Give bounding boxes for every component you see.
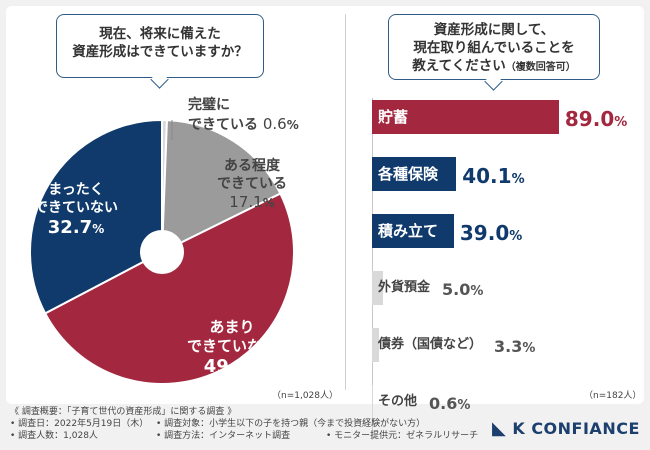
bar-category-label: その他 bbox=[378, 394, 418, 409]
slice-label-not-much: あまり できていない 49.6% bbox=[162, 318, 302, 378]
slice-somewhat-line1: ある程度 bbox=[224, 158, 280, 174]
slice-notmuch-value: 49.6 bbox=[203, 355, 249, 377]
slice-perfect-unit: % bbox=[286, 117, 299, 132]
slice-notatall-line1: まったく bbox=[48, 182, 104, 198]
slice-label-somewhat: ある程度 できている 17.1% bbox=[192, 158, 312, 213]
survey-footer: 《 調査概要：「子育て世代の資産形成」に関する調査 》 • 調査日：2022年5… bbox=[10, 406, 478, 442]
footer-method: • 調査方法：インターネット調査 bbox=[156, 431, 291, 442]
slice-label-not-at-all: まったく できていない 32.7% bbox=[16, 182, 136, 240]
bar-value-label: 0.6% bbox=[429, 385, 470, 419]
slice-notmuch-line2: できていない bbox=[186, 336, 277, 355]
footer-title: 《 調査概要：「子育て世代の資産形成」に関する調査 》 bbox=[10, 407, 237, 417]
bar-baseline bbox=[372, 98, 373, 440]
bar-value-label: 5.0% bbox=[442, 271, 483, 305]
bar-value-label: 40.1% bbox=[462, 157, 524, 191]
slice-notmuch-unit: % bbox=[248, 360, 261, 375]
footer-date: • 調査日：2022年5月19日（木） bbox=[10, 419, 149, 430]
pie-slice-1 bbox=[160, 119, 282, 254]
panel-divider bbox=[345, 14, 346, 390]
right-question-note: （複数回答可） bbox=[505, 62, 576, 74]
slice-notmuch-line1: あまり bbox=[209, 318, 255, 336]
slice-notatall-unit: % bbox=[92, 222, 105, 236]
logo-k-icon: ◣ bbox=[492, 418, 507, 439]
left-question-line2: 資産形成はできていますか？ bbox=[72, 44, 248, 61]
bar-mark bbox=[372, 328, 379, 362]
bar-category-label: 貯蓄 bbox=[378, 108, 409, 126]
bar-value-number: 0.6 bbox=[429, 394, 458, 413]
bar-mark bbox=[372, 385, 374, 419]
footer-provider: • モニター提供元：ゼネラルリサーチ bbox=[326, 431, 479, 442]
right-question-line3: 教えてください bbox=[412, 58, 506, 75]
left-question-line1: 現在、将来に備えた bbox=[99, 26, 221, 42]
bar-value-number: 3.3 bbox=[494, 337, 523, 356]
right-question-line2: 現在取り組んでいることを bbox=[413, 40, 575, 57]
slice-perfect-value: 0.6 bbox=[262, 114, 287, 133]
bar-mark bbox=[372, 214, 454, 248]
bar-mark bbox=[372, 271, 383, 305]
bar-mark bbox=[372, 157, 457, 191]
bar-category-label: 積み立て bbox=[378, 222, 439, 240]
bar-sample-size: （n=182人） bbox=[584, 391, 642, 401]
bar-value-label: 3.3% bbox=[494, 328, 535, 362]
pie-sample-size: （n=1,028人） bbox=[272, 391, 339, 401]
bar-value-unit: % bbox=[511, 172, 525, 187]
bar-value-unit: % bbox=[457, 398, 471, 413]
footer-target: • 調査対象：小学生以下の子を持つ親（今まで投資経験がない方） bbox=[156, 419, 426, 430]
bar-value-label: 39.0% bbox=[460, 214, 522, 248]
right-question-line1: 資産形成に関して、 bbox=[433, 22, 555, 38]
bar-value-number: 40.1 bbox=[462, 164, 512, 188]
slice-perfect-line1: 完璧に bbox=[188, 97, 230, 113]
slice-perfect-line2: できている bbox=[188, 116, 258, 133]
slice-somewhat-unit: % bbox=[262, 196, 275, 210]
pie-slice-2 bbox=[43, 192, 295, 386]
bar-value-label: 89.0% bbox=[565, 100, 627, 134]
slice-somewhat-value: 17.1 bbox=[229, 193, 263, 211]
logo-text: K CONFIANCE bbox=[512, 419, 640, 438]
left-question-bubble: 現在、将来に備えた 資産形成はできていますか？ bbox=[56, 14, 264, 78]
bar-value-unit: % bbox=[470, 284, 484, 299]
slice-notatall-line2: できていない bbox=[34, 199, 118, 216]
slice-somewhat-line2: できている bbox=[217, 175, 287, 192]
pie-slice-3 bbox=[29, 118, 163, 315]
pie-center-hole bbox=[140, 230, 184, 274]
bar-value-number: 5.0 bbox=[442, 280, 471, 299]
bar-value-unit: % bbox=[614, 115, 628, 130]
bar-category-label: 外貨預金 bbox=[378, 280, 431, 295]
slice-notatall-value: 32.7 bbox=[47, 217, 93, 238]
bar-value-number: 89.0 bbox=[564, 107, 615, 131]
bar-mark bbox=[372, 100, 559, 134]
slice-label-perfect: 完璧に できている 0.6% bbox=[188, 97, 318, 134]
bar-value-unit: % bbox=[509, 229, 523, 244]
bar-category-label: 各種保険 bbox=[378, 165, 439, 183]
bar-value-number: 39.0 bbox=[459, 221, 510, 245]
bar-category-label: 債券（国債など） bbox=[378, 337, 483, 352]
right-question-bubble: 資産形成に関して、 現在取り組んでいることを 教えてください（複数回答可） bbox=[388, 14, 600, 80]
footer-count: • 調査人数：1,028人 bbox=[10, 431, 98, 442]
bar-value-unit: % bbox=[522, 341, 536, 356]
brand-logo: ◣ K CONFIANCE bbox=[492, 418, 640, 439]
